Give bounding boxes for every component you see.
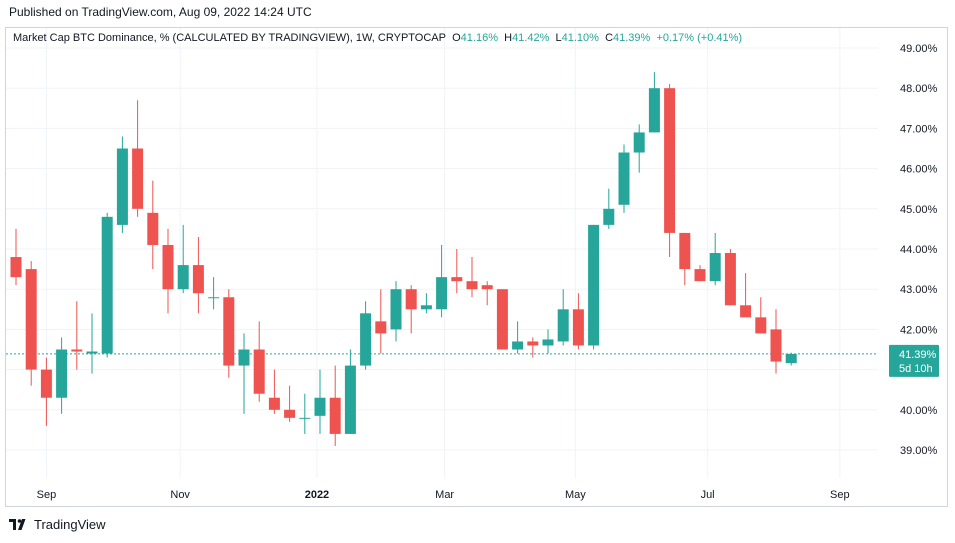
candle-body [770,329,782,362]
candle-body [238,349,250,366]
candle-body [56,349,68,398]
candle-body [588,224,600,346]
x-tick-label: Sep [37,489,57,501]
candle-body [344,365,356,434]
candle-body [603,208,615,225]
candle-body [557,309,569,342]
published-date: Published on TradingView.com, Aug 09, 20… [9,5,312,19]
high-label: H [504,32,513,44]
y-axis: 39.00%40.00%41.00%42.00%43.00%44.00%45.0… [900,43,938,457]
open-label: O [452,32,461,44]
candle-body [785,353,797,364]
candle-body [10,257,22,278]
candle-body [648,88,660,133]
x-tick-label: Sep [830,489,850,501]
candle-body [86,351,98,354]
y-tick-label: 49.00% [900,43,938,55]
candles [10,72,797,446]
y-tick-label: 47.00% [900,123,938,135]
candle-body [147,212,159,245]
candle-body [618,152,630,205]
candle-body [436,277,448,310]
candle-body [496,289,508,350]
candle-body [132,148,144,209]
close-value: 41.39% [613,32,651,44]
candle-body [360,313,372,366]
low-label: L [555,32,562,44]
candle-body [329,397,341,434]
y-tick-label: 42.00% [900,324,938,336]
candle-body [223,297,235,366]
close-label: C [605,32,614,44]
candle-body [375,321,387,334]
candle-body [679,232,691,270]
candle-body [314,397,326,416]
chart-legend: Market Cap BTC Dominance, % (CALCULATED … [13,32,742,44]
x-tick-label: 2022 [305,489,329,501]
candle-body [420,305,432,310]
change-value: +0.17% (+0.41%) [656,32,743,44]
candle-body [755,317,767,334]
candle-body [542,339,554,346]
tradingview-logo-icon [9,519,26,530]
candle-body [740,305,752,318]
y-tick-label: 40.00% [900,405,938,417]
candle-body [466,281,478,290]
candle-body [253,349,265,394]
candle-body [177,265,189,290]
candle-body [101,216,113,354]
x-tick-label: May [565,489,586,501]
y-tick-label: 43.00% [900,284,938,296]
candle-body [481,285,493,290]
symbol-title: Market Cap BTC Dominance, % (CALCULATED … [13,32,446,44]
candle-body [390,289,402,330]
candle-body [664,88,676,233]
y-tick-label: 48.00% [900,83,938,95]
candle-body [405,289,417,310]
candle-body [71,349,83,352]
candle-body [709,253,721,282]
candle-body [451,277,463,282]
candle-body [40,369,52,398]
candle-body [284,409,296,418]
candle-body [208,297,220,299]
candle-body [299,417,311,419]
last-price-tag: 41.39% 5d 10h [889,344,939,377]
x-tick-label: Jul [701,489,715,501]
candle-body [694,269,706,282]
candle-body [527,341,539,346]
candle-body [25,269,37,370]
x-tick-label: Mar [435,489,454,501]
last-price-value: 41.39% [899,349,937,361]
footer-brand[interactable]: TradingView [9,517,106,532]
y-tick-label: 46.00% [900,164,938,176]
candle-body [192,265,204,294]
candle-body [268,397,280,410]
candle-body [162,244,174,290]
candle-body [633,132,645,153]
candle-body [512,341,524,350]
brand-name: TradingView [34,517,106,532]
high-value: 41.42% [512,32,550,44]
y-tick-label: 44.00% [900,244,938,256]
low-value: 41.10% [561,32,599,44]
x-tick-label: Nov [170,489,190,501]
candle-body [724,253,736,306]
x-axis: Sep Nov 2022 Mar May Jul Sep [37,489,850,501]
candle-body [116,148,128,225]
y-tick-label: 39.00% [900,445,938,457]
candle-body [572,309,584,346]
candle-countdown: 5d 10h [899,363,933,375]
open-value: 41.16% [460,32,498,44]
grid [6,28,878,478]
last-price-tag-box [889,344,939,377]
y-tick-label: 45.00% [900,204,938,216]
chart-frame [5,27,948,507]
